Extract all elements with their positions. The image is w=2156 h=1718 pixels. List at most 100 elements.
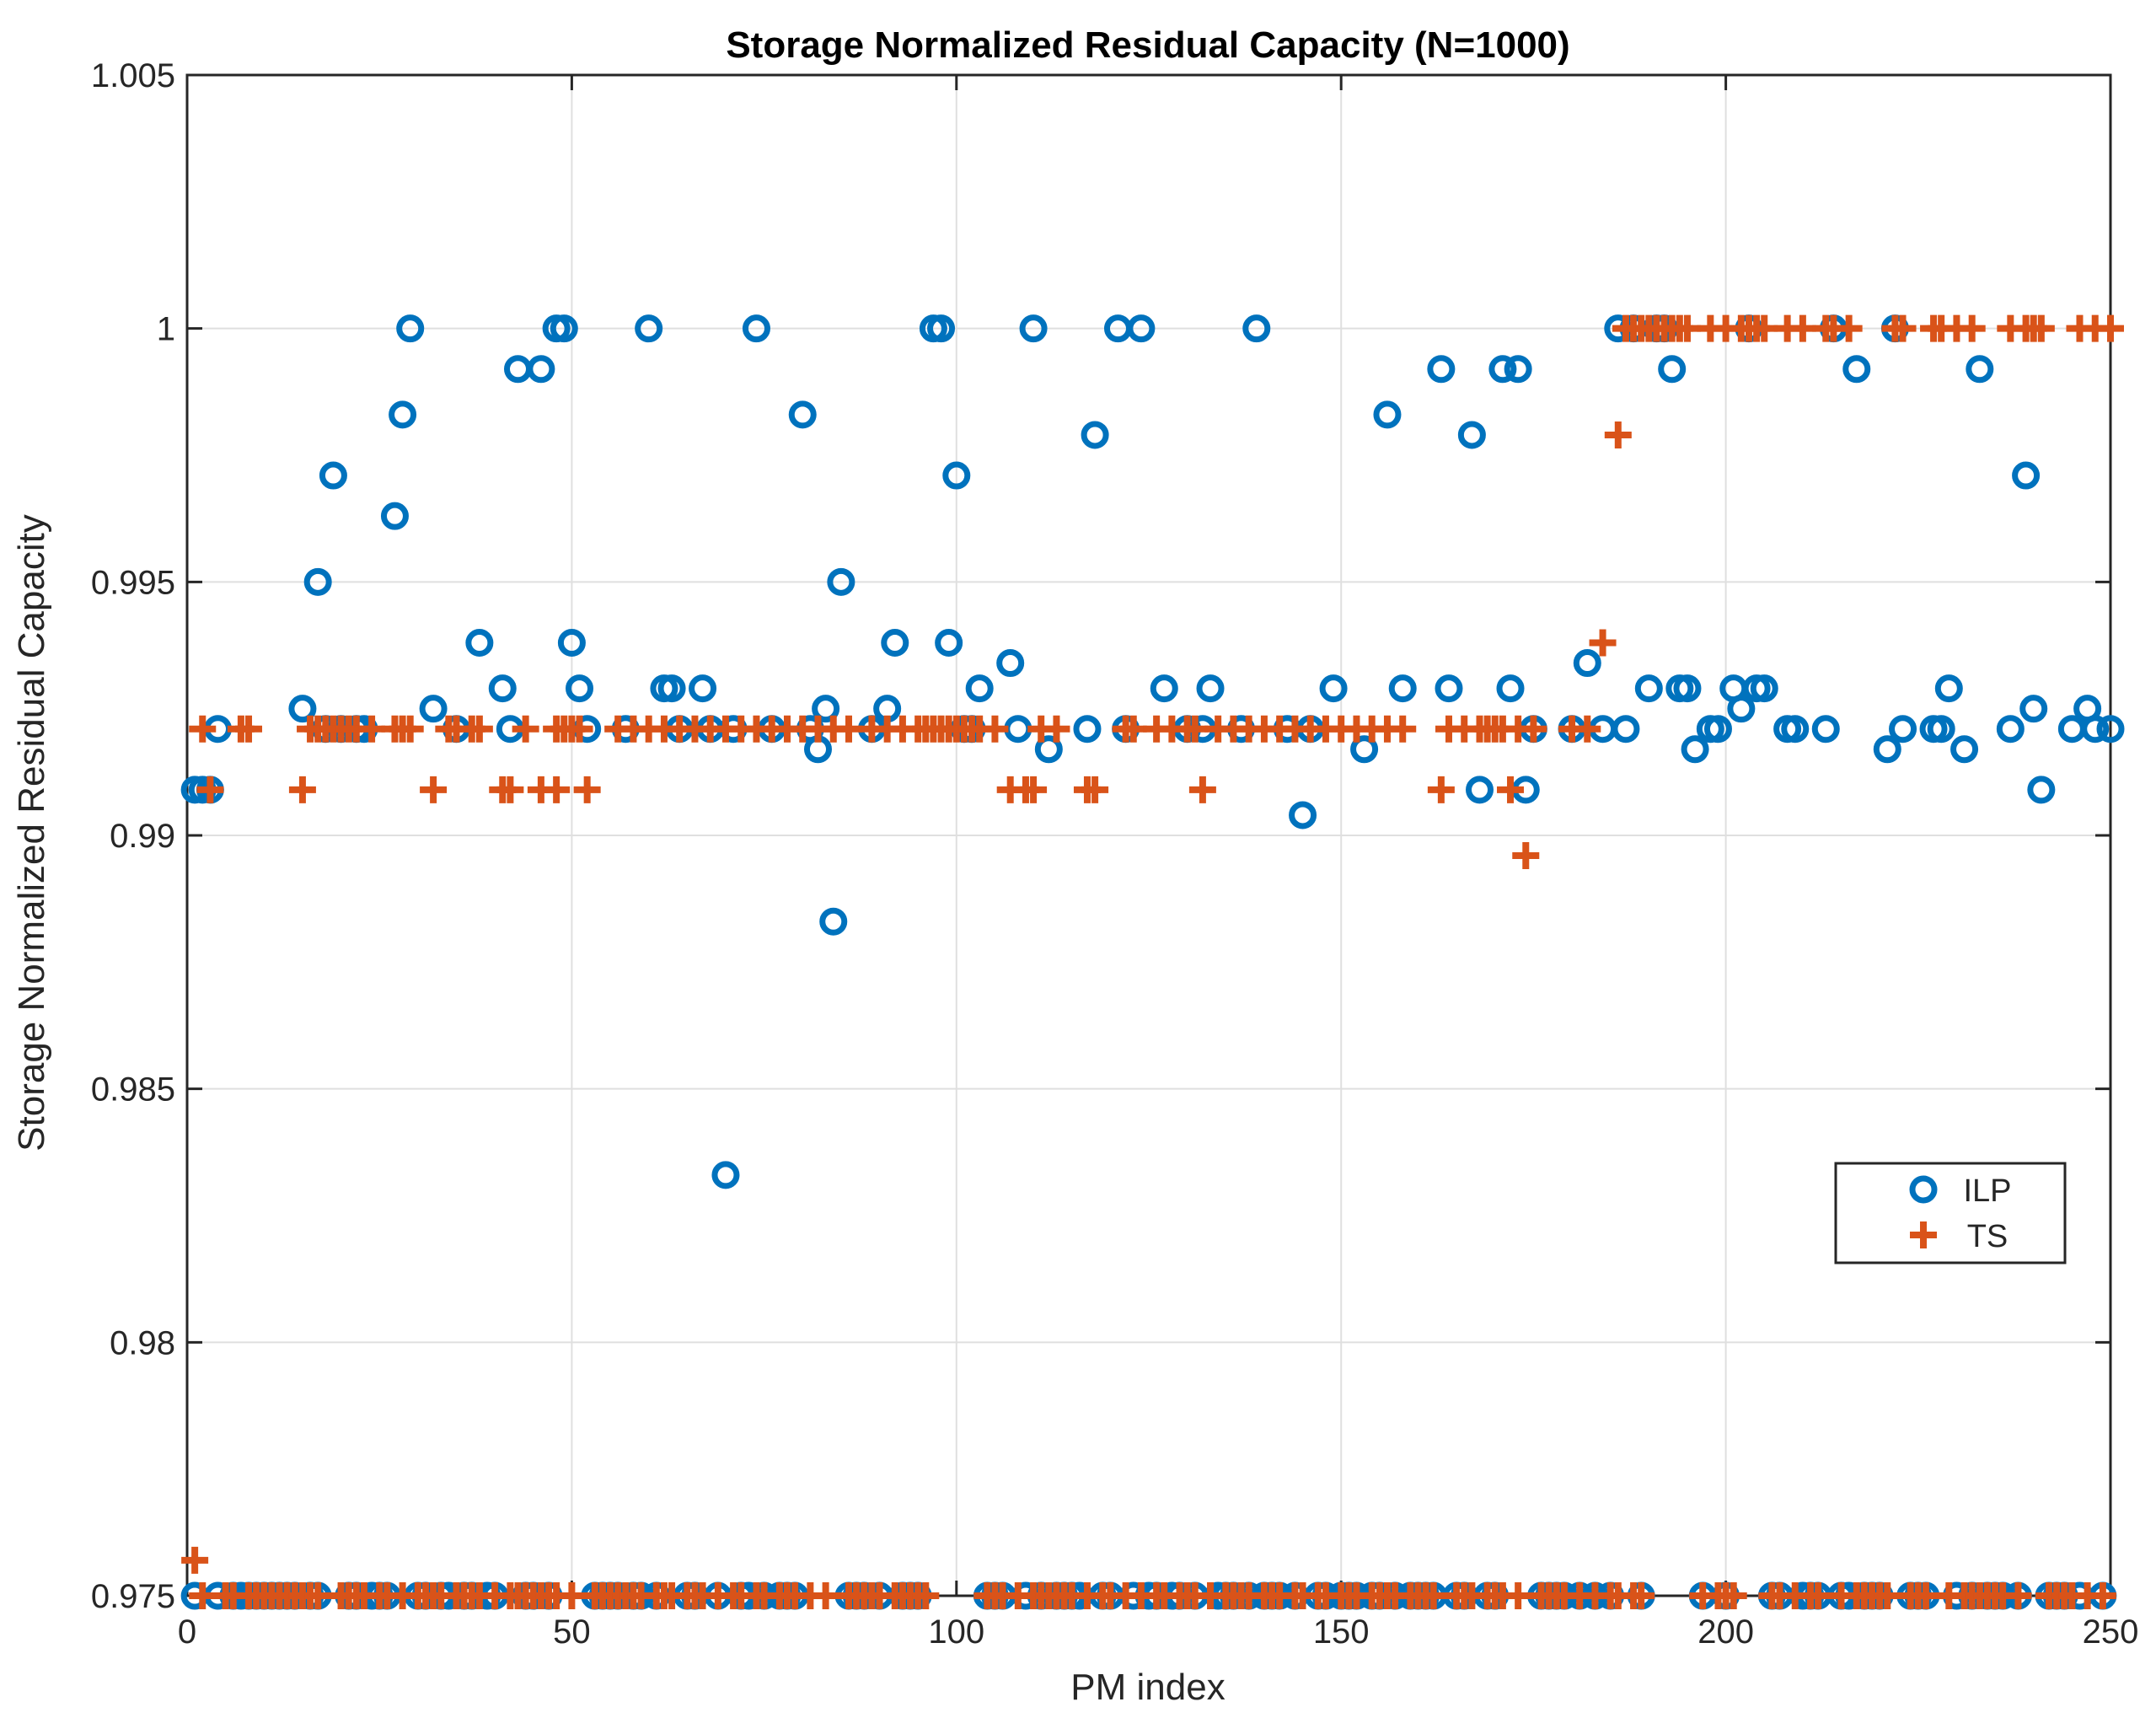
ilp-point	[1927, 715, 1955, 744]
ilp-point	[1073, 715, 1102, 744]
ilp-point	[550, 314, 578, 343]
grid-lines	[186, 74, 2111, 1597]
ts-point	[1119, 715, 1147, 743]
legend-ilp-label: ILP	[1963, 1173, 2011, 1209]
ilp-point	[557, 628, 586, 657]
ts-point	[1181, 715, 1209, 743]
ts-point	[1589, 629, 1617, 657]
ilp-point	[996, 649, 1025, 678]
y-tick-label: 1	[157, 311, 175, 348]
ts-point	[2004, 1582, 2032, 1609]
ts-point	[981, 715, 1009, 743]
ts-point	[189, 1582, 217, 1609]
ilp-point	[1289, 801, 1317, 829]
ts-point	[465, 715, 493, 743]
ilp-point	[1127, 314, 1156, 343]
ilp-point	[827, 567, 855, 596]
ilp-point	[1373, 400, 1402, 429]
ts-point	[288, 776, 316, 803]
ilp-point	[1658, 355, 1687, 384]
ilp-point	[1811, 715, 1840, 744]
ilp-point	[1081, 421, 1109, 449]
y-tick-label: 1.005	[91, 57, 175, 94]
ilp-point	[1034, 735, 1063, 764]
ts-point	[1835, 314, 1863, 342]
ilp-point	[1634, 674, 1663, 703]
ts-point	[1188, 776, 1216, 803]
ilp-point	[2057, 715, 2086, 744]
ts-point	[1673, 314, 1701, 342]
ts-point	[1427, 776, 1455, 803]
ts-point	[1628, 1582, 1655, 1609]
x-tick-label: 0	[178, 1613, 196, 1651]
ts-point	[1081, 776, 1109, 803]
ilp-point	[1889, 715, 1917, 744]
ilp-point	[389, 400, 417, 429]
ts-point	[1020, 776, 1048, 803]
ilp-point	[942, 461, 971, 490]
ts-point	[2089, 1582, 2116, 1609]
ilp-point	[812, 695, 840, 723]
y-tick-label: 0.99	[110, 818, 175, 855]
ilp-point	[288, 695, 317, 723]
ilp-point	[1573, 649, 1601, 678]
ts-point	[235, 715, 263, 743]
ts-point	[420, 776, 448, 803]
ilp-point	[2081, 715, 2110, 744]
ts-point	[1504, 1582, 1532, 1609]
ts-point	[512, 715, 539, 743]
ts-point	[1043, 715, 1070, 743]
ilp-point	[657, 674, 686, 703]
ts-point	[1874, 1582, 1901, 1609]
ilp-point	[965, 674, 994, 703]
ilp-point	[1427, 355, 1456, 384]
ilp-point	[927, 314, 956, 343]
ilp-point	[465, 628, 494, 657]
ilp-point	[1703, 715, 1732, 744]
x-axis-label: PM index	[1070, 1667, 1225, 1708]
ts-point	[1604, 421, 1632, 448]
y-tick-label: 0.98	[110, 1324, 175, 1361]
ts-point	[573, 776, 601, 803]
ilp-point	[1842, 355, 1871, 384]
legend: ILP TS	[1834, 1162, 2067, 1264]
ilp-point	[1781, 715, 1810, 744]
x-tick-label: 200	[1697, 1613, 1754, 1651]
ts-point	[196, 776, 224, 803]
ilp-point	[2012, 461, 2041, 490]
ts-point	[558, 1582, 586, 1609]
y-tick-label: 0.995	[91, 564, 175, 601]
y-axis-label: Storage Normalized Residual Capacity	[11, 514, 52, 1152]
x-tick-label: 100	[928, 1613, 984, 1651]
ts-point	[181, 1546, 209, 1574]
ts-point	[2097, 314, 2124, 342]
ts-point	[812, 1582, 839, 1609]
ilp-point	[788, 400, 817, 429]
ilp-point	[527, 355, 555, 384]
legend-ts-marker	[1910, 1221, 1937, 1248]
ilp-point	[689, 674, 717, 703]
ilp-point	[1019, 314, 1048, 343]
ilp-point	[1673, 674, 1702, 703]
ilp-point	[2096, 715, 2125, 744]
ts-point	[1497, 776, 1525, 803]
ilp-point	[566, 674, 594, 703]
ts-point	[1389, 715, 1417, 743]
ilp-point	[2019, 695, 2048, 723]
ilp-point	[1319, 674, 1348, 703]
ts-point	[2027, 314, 2055, 342]
y-tick-label: 0.985	[91, 1071, 175, 1109]
ts-point	[1419, 1582, 1447, 1609]
ts-point	[835, 715, 863, 743]
ilp-point	[1873, 735, 1901, 764]
x-tick-label: 150	[1313, 1613, 1370, 1651]
ilp-point	[1996, 715, 2025, 744]
ts-point	[304, 1582, 332, 1609]
ts-point	[566, 715, 593, 743]
x-tick-label: 50	[553, 1613, 591, 1651]
ilp-point	[303, 567, 332, 596]
ilp-point	[319, 461, 347, 490]
ilp-point	[1435, 674, 1463, 703]
ilp-point	[396, 314, 425, 343]
